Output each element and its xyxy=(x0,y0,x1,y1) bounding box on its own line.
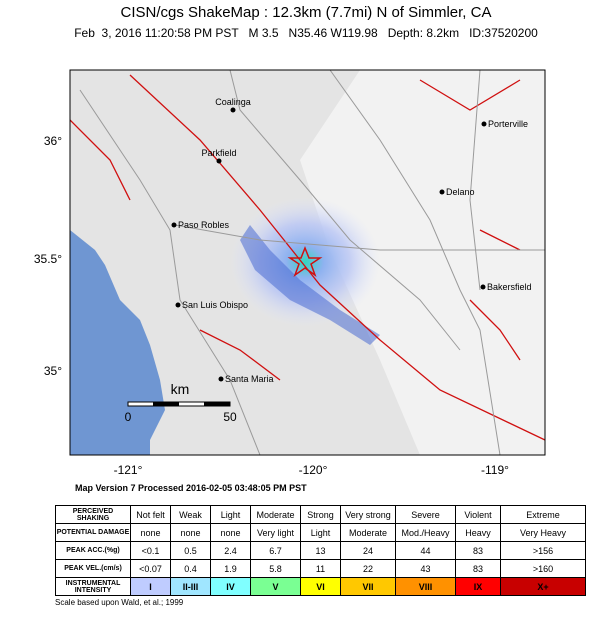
legend-row: PERCEIVED SHAKING Not felt Weak Light Modera… xyxy=(55,505,586,524)
scale-bar: km 0 50 xyxy=(125,381,237,424)
legend-cell: none xyxy=(130,523,171,542)
row-label: PERCEIVED SHAKING xyxy=(55,505,131,524)
city-marker xyxy=(218,376,224,382)
city-label: San Luis Obispo xyxy=(182,300,248,310)
lon-label: -121° xyxy=(114,463,143,477)
legend-cell: >160 xyxy=(500,559,586,578)
legend-cell: I xyxy=(130,577,171,596)
legend-cell: 5.8 xyxy=(250,559,301,578)
lon-label: -120° xyxy=(299,463,328,477)
legend-cell: Heavy xyxy=(455,523,501,542)
row-label: PEAK ACC.(%g) xyxy=(55,541,131,560)
legend-cell: 6.7 xyxy=(250,541,301,560)
lon-label: -119° xyxy=(481,463,509,477)
intensity-legend: PERCEIVED SHAKING Not felt Weak Light Modera… xyxy=(55,505,586,596)
city-label: Delano xyxy=(446,187,475,197)
legend-cell: Severe xyxy=(395,505,456,524)
legend-cell: 0.4 xyxy=(170,559,211,578)
scale-unit: km xyxy=(171,381,190,397)
city-label: Santa Maria xyxy=(225,374,274,384)
legend-cell: 83 xyxy=(455,559,501,578)
legend-cell: VII xyxy=(340,577,396,596)
legend-cell: Not felt xyxy=(130,505,171,524)
city-marker xyxy=(230,107,236,113)
legend-cell: <0.1 xyxy=(130,541,171,560)
city-label: Coalinga xyxy=(215,97,251,107)
legend-row: PEAK VEL.(cm/s) <0.07 0.4 1.9 5.8 11 22 43 83 >16… xyxy=(55,559,586,578)
legend-row: POTENTIAL DAMAGE none none none Very light Li… xyxy=(55,523,586,542)
roads xyxy=(79,70,545,455)
legend-cell: Very light xyxy=(250,523,301,542)
legend-cell: 24 xyxy=(340,541,396,560)
ocean xyxy=(70,230,165,455)
faults xyxy=(70,74,545,441)
lat-label: 36° xyxy=(44,134,62,148)
city-marker xyxy=(481,121,487,127)
legend-cell: II-III xyxy=(170,577,211,596)
row-label: POTENTIAL DAMAGE xyxy=(55,523,131,542)
map-version: Map Version 7 Processed 2016-02-05 03:48… xyxy=(75,483,307,493)
city-label: Porterville xyxy=(488,119,528,129)
legend-cell: Moderate xyxy=(340,523,396,542)
high-intensity-zone xyxy=(240,225,380,345)
city-marker xyxy=(439,189,445,195)
legend-cell: Very Heavy xyxy=(500,523,586,542)
valley xyxy=(300,70,545,455)
lat-label: 35.5° xyxy=(34,252,62,266)
legend-cell: Extreme xyxy=(500,505,586,524)
legend-cell: >156 xyxy=(500,541,586,560)
legend-cell: Weak xyxy=(170,505,211,524)
legend-cell: none xyxy=(170,523,211,542)
map-frame xyxy=(69,69,546,456)
legend-cell: 2.4 xyxy=(210,541,251,560)
legend-cell: 44 xyxy=(395,541,456,560)
legend-cell: 11 xyxy=(300,559,341,578)
legend-cell: X+ xyxy=(500,577,586,596)
legend-cell: Moderate xyxy=(250,505,301,524)
city-label: Paso Robles xyxy=(178,220,230,230)
city-label: Parkfield xyxy=(201,148,236,158)
shaking-intensity xyxy=(230,197,380,327)
scale-label: 0 xyxy=(125,410,132,424)
legend-row: PEAK ACC.(%g) <0.1 0.5 2.4 6.7 13 24 44 83 >156 xyxy=(55,541,586,560)
legend-cell: Mod./Heavy xyxy=(395,523,456,542)
map-area xyxy=(70,70,545,455)
legend-cell: none xyxy=(210,523,251,542)
legend-cell: Violent xyxy=(455,505,501,524)
legend-cell: Strong xyxy=(300,505,341,524)
legend-cell: Light xyxy=(210,505,251,524)
epicenter xyxy=(287,245,323,277)
legend-cell: V xyxy=(250,577,301,596)
scale-label: 50 xyxy=(223,410,237,424)
title: CISN/cgs ShakeMap : 12.3km (7.7mi) N of … xyxy=(121,4,492,21)
lat-label: 35° xyxy=(44,364,62,378)
legend-cell: 22 xyxy=(340,559,396,578)
legend-cell: VI xyxy=(300,577,341,596)
subtitle: Feb 3, 2016 11:20:58 PM PST M 3.5 N35.46… xyxy=(74,26,538,40)
row-label: INSTRUMENTAL INTENSITY xyxy=(55,577,131,596)
legend-cell: 1.9 xyxy=(210,559,251,578)
legend-cell: IV xyxy=(210,577,251,596)
footnote: Scale based upon Wald, et al.; 1999 xyxy=(55,598,184,607)
city-marker xyxy=(171,222,177,228)
legend-cell: 43 xyxy=(395,559,456,578)
legend-cell: Light xyxy=(300,523,341,542)
legend-row: INSTRUMENTAL INTENSITY I II-III IV V VI VII VII… xyxy=(55,577,586,596)
legend-cell: 13 xyxy=(300,541,341,560)
city-marker xyxy=(175,302,181,308)
legend-cell: Very strong xyxy=(340,505,396,524)
map-figure: CISN/cgs ShakeMap : 12.3km (7.7mi) N of … xyxy=(34,4,546,493)
city-marker xyxy=(216,158,222,164)
legend-cell: 0.5 xyxy=(170,541,211,560)
city-marker xyxy=(480,284,486,290)
legend-cell: VIII xyxy=(395,577,456,596)
legend-cell: 83 xyxy=(455,541,501,560)
city-label: Bakersfield xyxy=(487,282,532,292)
legend-cell: IX xyxy=(455,577,501,596)
row-label: PEAK VEL.(cm/s) xyxy=(55,559,131,578)
legend-cell: <0.07 xyxy=(130,559,171,578)
